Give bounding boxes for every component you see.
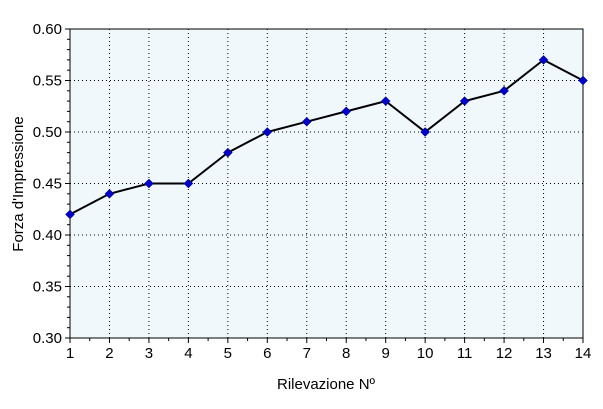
y-tick-label: 0.30	[33, 330, 62, 347]
x-tick-label: 10	[417, 345, 434, 362]
data-point	[222, 147, 233, 158]
x-tick-label: 9	[382, 345, 390, 362]
x-tick-label: 13	[535, 345, 552, 362]
x-tick-label: 2	[105, 345, 113, 362]
data-point	[341, 106, 352, 117]
x-axis-title: Rilevazione Nº	[277, 376, 376, 393]
y-tick-label: 0.40	[33, 227, 62, 244]
y-tick-label: 0.35	[33, 279, 62, 296]
y-tick-label: 0.60	[33, 21, 62, 38]
data-point	[301, 116, 312, 127]
plot-border	[69, 28, 584, 339]
data-point	[499, 85, 509, 96]
tick-labels: 1 2 3 4 5 6 7 8 9 10 11 12 13 140.300.350.400.450.500…	[33, 21, 592, 362]
y-axis-title: Forza d'Impressione	[10, 116, 27, 251]
series-line	[69, 58, 584, 216]
x-tick-label: 1	[66, 345, 74, 362]
data-point	[459, 96, 470, 106]
data-point	[420, 127, 431, 137]
plot-frame	[69, 28, 584, 339]
data-point	[104, 188, 115, 199]
data-point	[538, 55, 549, 65]
y-tick-label: 0.45	[33, 176, 62, 193]
data-point	[65, 209, 75, 220]
x-tick-label: 11	[457, 345, 473, 362]
x-tick-label: 14	[575, 345, 592, 362]
x-tick-label: 4	[184, 345, 192, 362]
x-tick-label: 12	[496, 345, 513, 362]
grid	[70, 29, 583, 338]
data-point	[183, 178, 194, 189]
y-tick-label: 0.55	[33, 73, 62, 90]
data-point	[578, 75, 588, 86]
x-tick-label: 5	[224, 345, 232, 362]
x-tick-label: 7	[303, 345, 311, 362]
series-layer	[65, 55, 588, 220]
data-point	[144, 178, 154, 189]
x-tick-label: 8	[342, 345, 350, 362]
y-tick-label: 0.50	[33, 124, 62, 141]
data-point	[262, 127, 273, 137]
x-tick-label: 6	[263, 345, 271, 362]
data-point	[380, 96, 391, 106]
x-tick-label: 3	[145, 345, 153, 362]
